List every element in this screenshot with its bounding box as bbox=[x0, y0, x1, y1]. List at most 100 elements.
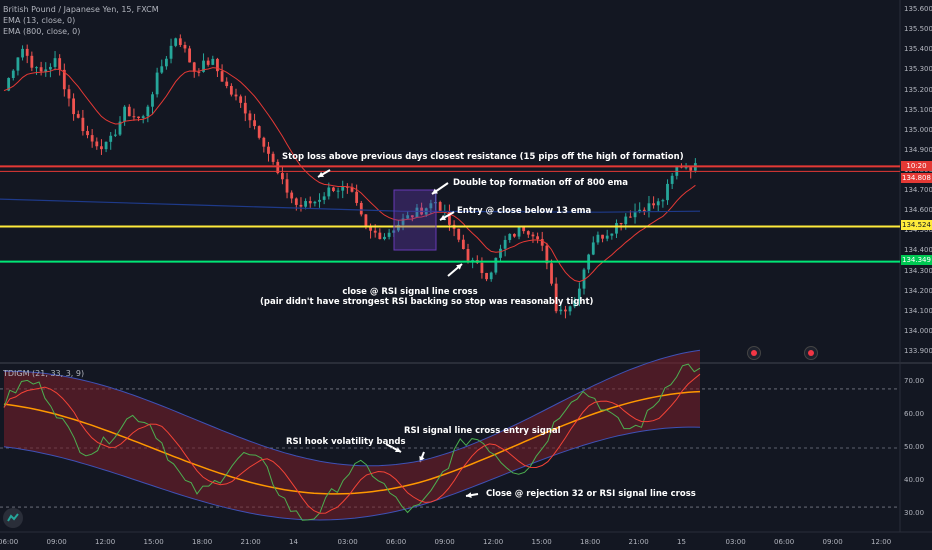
candle-body bbox=[633, 211, 637, 218]
close-rsi-annotation-line1: close @ RSI signal line cross bbox=[342, 287, 478, 297]
candle-body bbox=[132, 116, 136, 118]
ema13-legend[interactable]: EMA (13, close, 0) bbox=[3, 16, 76, 25]
candle-body bbox=[104, 141, 108, 150]
rsi-hook-arrow-head bbox=[395, 446, 401, 453]
candle-body bbox=[49, 66, 52, 70]
time-axis-label: 12:00 bbox=[871, 538, 892, 546]
indicator-legend[interactable]: TDIGM (21, 33, 3, 9) bbox=[3, 369, 85, 378]
price-axis-label: 135.600 bbox=[904, 5, 932, 14]
time-axis-label: 18:00 bbox=[580, 538, 601, 546]
candle-body bbox=[383, 236, 386, 240]
candle-body bbox=[53, 58, 57, 67]
ema800-line bbox=[0, 198, 701, 213]
candle-body bbox=[322, 196, 326, 200]
candle-body bbox=[582, 269, 586, 289]
indicator-axis-label: 50.00 bbox=[904, 443, 925, 451]
candle-body bbox=[197, 71, 201, 73]
symbol-legend[interactable]: British Pound / Japanese Yen, 15, FXCM bbox=[3, 5, 159, 14]
price-axis-label: 134.600 bbox=[904, 206, 932, 215]
candle-body bbox=[262, 137, 266, 147]
candle-body bbox=[429, 203, 433, 209]
event-marker-button[interactable] bbox=[804, 346, 818, 360]
indicator-axis-label: 70.00 bbox=[904, 377, 925, 386]
candle-body bbox=[489, 272, 493, 280]
candle-body bbox=[610, 233, 614, 236]
candle-body bbox=[183, 44, 187, 49]
candle-body bbox=[545, 245, 549, 264]
candle-body bbox=[410, 215, 414, 218]
price-axis-label: 135.500 bbox=[904, 25, 932, 34]
time-axis-label: 15 bbox=[677, 538, 686, 546]
candle-body bbox=[202, 60, 205, 72]
candle-body bbox=[58, 58, 62, 70]
candle-body bbox=[359, 202, 363, 215]
candle-body bbox=[369, 226, 372, 231]
rsi-line bbox=[3, 363, 701, 521]
candle-body bbox=[577, 288, 581, 301]
price-axis-label: 134.500 bbox=[904, 226, 932, 235]
indicator-axis-label: 60.00 bbox=[904, 410, 925, 419]
time-axis-label: 03:00 bbox=[725, 538, 746, 546]
candle-body bbox=[25, 48, 29, 56]
tradingview-logo-button[interactable] bbox=[3, 508, 23, 528]
candle-body bbox=[239, 96, 243, 103]
candle-body bbox=[373, 230, 377, 233]
candle-body bbox=[137, 116, 140, 119]
candle-body bbox=[118, 121, 122, 135]
candle-body bbox=[397, 224, 400, 231]
candle-body bbox=[401, 218, 405, 225]
candle-body bbox=[100, 146, 103, 150]
candle-body bbox=[67, 89, 71, 99]
target-level-tag: 134.349 bbox=[901, 255, 932, 265]
candle-body bbox=[248, 113, 252, 121]
candle-body bbox=[285, 179, 289, 193]
time-axis-label: 15:00 bbox=[531, 538, 552, 546]
candle-body bbox=[642, 209, 646, 212]
alert-marker-button[interactable] bbox=[747, 346, 761, 360]
candle-body bbox=[211, 58, 215, 65]
candle-body bbox=[647, 203, 651, 212]
ema800-legend[interactable]: EMA (800, close, 0) bbox=[3, 27, 81, 36]
event-dot-icon bbox=[808, 350, 814, 356]
candle-body bbox=[44, 69, 48, 72]
candle-body bbox=[345, 186, 349, 188]
candle-body bbox=[90, 135, 94, 142]
candle-body bbox=[155, 72, 159, 95]
candle-body bbox=[480, 262, 484, 273]
time-axis-label: 06:00 bbox=[386, 538, 407, 546]
candle-body bbox=[113, 134, 117, 136]
candle-body bbox=[666, 183, 669, 201]
candle-body bbox=[165, 58, 168, 67]
rsi-hook-annotation: RSI hook volatility bands bbox=[286, 437, 406, 447]
candle-body bbox=[206, 60, 210, 65]
time-axis-label: 12:00 bbox=[483, 538, 504, 546]
time-axis-label: 03:00 bbox=[337, 538, 358, 546]
candle-body bbox=[62, 69, 66, 90]
candle-body bbox=[299, 204, 303, 207]
candle-body bbox=[466, 249, 470, 261]
candle-body bbox=[596, 234, 600, 243]
candle-body bbox=[169, 45, 173, 59]
candle-body bbox=[192, 62, 196, 72]
candle-body bbox=[16, 57, 20, 71]
candle-body bbox=[536, 236, 539, 240]
candle-body bbox=[355, 191, 359, 203]
price-axis-label: 135.000 bbox=[904, 125, 932, 134]
candle-body bbox=[160, 66, 164, 73]
candle-body bbox=[619, 223, 623, 225]
candle-body bbox=[127, 106, 131, 117]
candle-body bbox=[308, 201, 312, 204]
candle-body bbox=[531, 234, 535, 237]
entry-level-tag: 134.524 bbox=[901, 220, 932, 230]
price-axis-label: 134.000 bbox=[904, 326, 932, 335]
candle-body bbox=[39, 67, 43, 72]
candle-body bbox=[564, 309, 567, 312]
candle-body bbox=[318, 199, 321, 202]
candle-body bbox=[517, 226, 521, 237]
stop-loss-annotation: Stop loss above previous days closest re… bbox=[282, 152, 684, 162]
time-axis-label: 21:00 bbox=[240, 538, 261, 546]
candle-body bbox=[494, 257, 498, 273]
double-top-annotation: Double top formation off of 800 ema bbox=[453, 178, 629, 188]
candle-body bbox=[253, 120, 256, 127]
